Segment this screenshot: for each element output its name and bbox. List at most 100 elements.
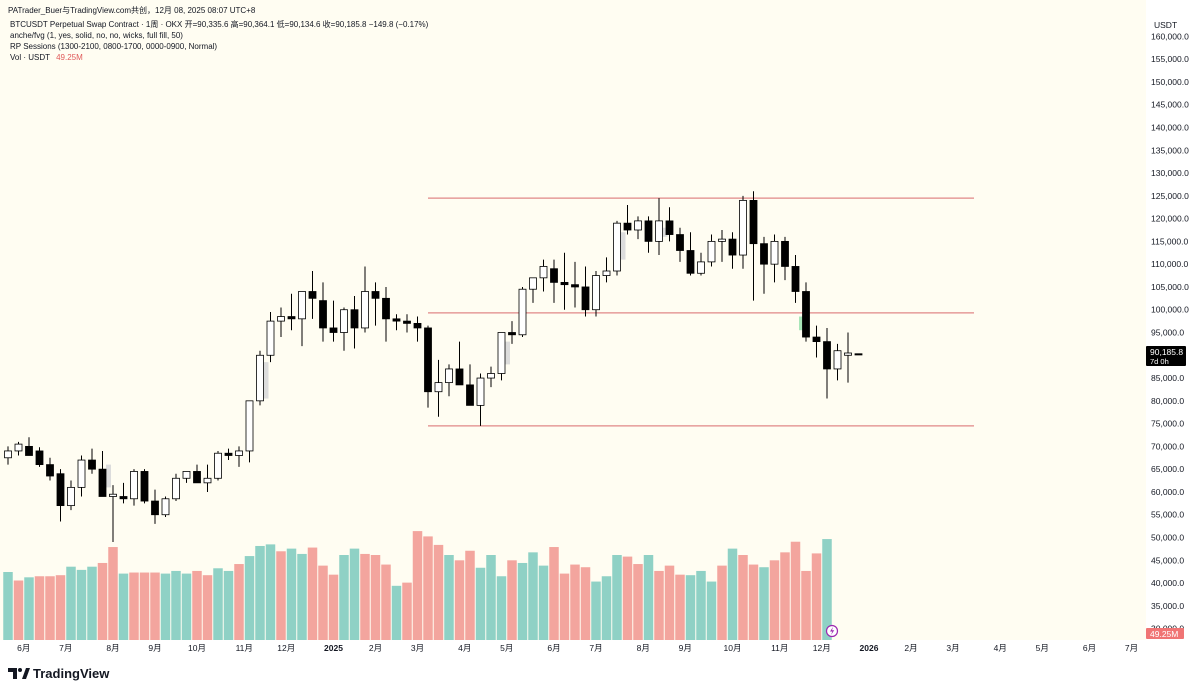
y-tick-label: 95,000.0 (1151, 328, 1184, 338)
fvg-box (106, 464, 111, 488)
volume-bar (108, 547, 118, 640)
footer-background (0, 660, 1200, 692)
candles (4, 191, 863, 543)
volume-bar (538, 565, 549, 640)
candle-body (182, 471, 191, 479)
x-tick-label: 5月 (500, 643, 513, 653)
lightning-icon-bolt (830, 627, 835, 635)
candle-body (602, 270, 611, 276)
y-tick-label: 105,000.0 (1151, 282, 1189, 292)
candle-body (46, 464, 54, 477)
candle-body (245, 400, 254, 452)
candle-body (203, 477, 212, 484)
candle-body (487, 373, 495, 379)
price-axis[interactable]: 30,000.035,000.040,000.045,000.050,000.0… (1151, 31, 1189, 633)
volume-bar (633, 564, 643, 640)
volume-bar (129, 572, 139, 640)
volume-bar (97, 562, 108, 640)
candle-body (760, 243, 768, 265)
candle-body (644, 220, 653, 242)
candle-body (329, 327, 338, 333)
x-tick-label: 10月 (188, 643, 206, 653)
y-tick-label: 160,000.0 (1151, 31, 1189, 41)
x-tick-label: 9月 (679, 643, 692, 653)
candle-body (445, 368, 453, 384)
fvg-box (505, 341, 510, 365)
x-tick-label: 2026 (860, 643, 879, 653)
candle-body (686, 250, 695, 274)
x-tick-label: 3月 (946, 643, 959, 653)
candle-body (623, 222, 632, 231)
y-tick-label: 75,000.0 (1151, 419, 1184, 429)
candle-body (371, 291, 380, 299)
candle-body (77, 459, 86, 488)
volume-bar (223, 570, 234, 640)
currency-label: USDT (1154, 20, 1177, 30)
candle-body (361, 291, 369, 329)
x-tick-label: 8月 (106, 643, 119, 653)
x-tick-label: 2月 (904, 643, 917, 653)
tradingview-brand-text: TradingView (33, 666, 110, 681)
volume-bar (664, 565, 675, 640)
volume-bar (822, 539, 832, 640)
volume-bar (265, 544, 276, 640)
candle-body (739, 199, 747, 256)
candle-body (350, 309, 359, 329)
fvg-indicator-legend[interactable]: anche/fvg (1, yes, solid, no, no, wicks,… (10, 31, 183, 40)
x-tick-label: 7月 (1125, 643, 1138, 653)
volume-bars (3, 531, 832, 640)
candle-body (812, 336, 821, 343)
candle-body (298, 291, 306, 320)
volume-bar (748, 564, 759, 640)
time-axis-background (0, 640, 1146, 660)
logo-mark-v (22, 668, 30, 679)
symbol-legend[interactable]: BTCUSDT Perpetual Swap Contract · 1周 · O… (10, 19, 429, 29)
fvg-boxes (106, 227, 804, 488)
volume-bar (318, 565, 328, 640)
candle-body (833, 350, 842, 370)
y-tick-label: 60,000.0 (1151, 487, 1184, 497)
volume-bar (45, 576, 55, 640)
candle-body (287, 316, 296, 320)
fvg-box (662, 227, 668, 237)
candle-body (277, 316, 285, 322)
sessions-indicator-legend[interactable]: RP Sessions (1300-2100, 0800-1700, 0000-… (10, 42, 217, 51)
y-tick-label: 115,000.0 (1151, 236, 1188, 246)
candle-body (319, 300, 327, 329)
volume-legend[interactable]: Vol · USDT 49.25M (10, 53, 83, 62)
x-tick-label: 4月 (458, 643, 471, 653)
candle-body (854, 353, 863, 356)
fvg-box (263, 362, 269, 399)
tradingview-logo[interactable]: TradingView (8, 666, 110, 681)
y-tick-label: 50,000.0 (1151, 533, 1184, 543)
volume-legend-label: Vol · USDT (10, 53, 50, 62)
volume-bar (475, 567, 486, 640)
x-tick-label: 2月 (369, 643, 382, 653)
volume-bar (171, 570, 181, 640)
volume-bar (643, 555, 654, 640)
y-tick-label: 130,000.0 (1151, 168, 1189, 178)
x-tick-label: 5月 (1036, 643, 1049, 653)
candle-body (98, 468, 107, 497)
candle-body (665, 220, 674, 235)
candle-body (224, 452, 233, 456)
candle-body (571, 284, 579, 288)
candle-body (844, 352, 852, 356)
y-tick-label: 45,000.0 (1151, 555, 1184, 565)
y-tick-label: 120,000.0 (1151, 214, 1189, 224)
volume-bar (580, 567, 591, 640)
candle-body (455, 368, 464, 386)
volume-bar (339, 555, 349, 640)
candle-body (214, 452, 222, 479)
candle-body (770, 240, 779, 265)
volume-bar (24, 577, 34, 640)
fvg-box (799, 316, 804, 331)
x-tick-label: 2025 (324, 643, 343, 653)
time-axis[interactable]: 6月 7月 8月 9月 10月 11月 12月 2025 2月 3月 4月 5月 6月 7月 8月 9月 10月… (17, 643, 1138, 653)
candle-body (581, 286, 590, 311)
x-tick-label: 12月 (277, 643, 295, 653)
x-tick-label: 11月 (236, 643, 253, 653)
fvg-box (620, 232, 626, 260)
lightning-event-icon[interactable] (825, 624, 839, 638)
